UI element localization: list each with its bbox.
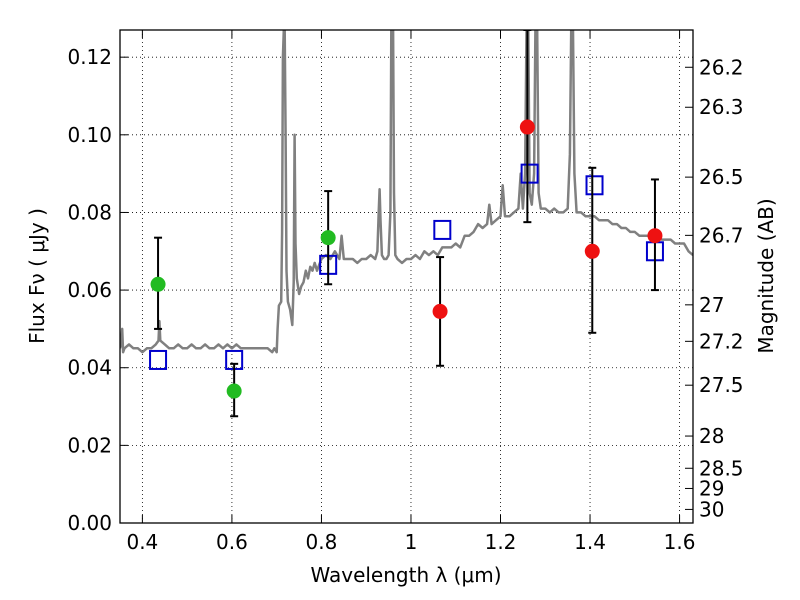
observed-point (226, 383, 242, 399)
spectrum-line (120, 30, 693, 354)
y-tick-label: 0.02 (67, 433, 112, 457)
observed-point (647, 228, 663, 244)
model-photometry-point (520, 163, 539, 184)
x-tick-label: 1.6 (664, 530, 696, 554)
x-axis-label: Wavelength λ (μm) (310, 563, 501, 587)
x-tick-label: 0.6 (216, 530, 248, 554)
y2-tick-label: 26.5 (699, 165, 744, 189)
y2-tick-label: 30 (699, 497, 724, 521)
y-tick-label: 0.04 (67, 356, 112, 380)
y2-tick-label: 26.2 (699, 55, 744, 79)
y-axis-label: Flux Fν ( μJy ) (25, 208, 49, 344)
y2-tick-label: 27.5 (699, 373, 744, 397)
model-photometry-point (585, 175, 604, 196)
y-tick-label: 0.08 (67, 200, 112, 224)
observed-point (584, 243, 600, 259)
x-tick-label: 0.4 (126, 530, 158, 554)
y2-tick-label: 26.7 (699, 223, 744, 247)
observed-point (519, 119, 535, 135)
y2-tick-label: 28 (699, 424, 724, 448)
model-photometry-point (433, 219, 452, 240)
y2-tick-label: 28.5 (699, 456, 744, 480)
x-tick-label: 0.8 (306, 530, 338, 554)
axis-ticks: 0.4 0.6 0.8 1 1.2 1.4 1.6 0.00 0.02 0.04 0.06 0.08 0… (67, 30, 744, 554)
y-tick-label: 0.06 (67, 278, 112, 302)
observed-point (432, 303, 448, 319)
y-tick-label: 0.00 (67, 511, 112, 535)
x-tick-label: 1.2 (485, 530, 517, 554)
observed-point (150, 276, 166, 292)
plot-area (120, 30, 693, 418)
y-tick-label: 0.10 (67, 123, 112, 147)
y2-tick-label: 27.2 (699, 329, 744, 353)
y2-tick-label: 26.3 (699, 95, 744, 119)
y2-tick-label: 29 (699, 476, 724, 500)
y-tick-label: 0.12 (67, 45, 112, 69)
model-photometry-point (149, 349, 168, 370)
x-tick-label: 1 (405, 530, 418, 554)
x-tick-label: 1.4 (574, 530, 606, 554)
plot-frame (119, 29, 694, 524)
y2-axis-label: Magnitude (AB) (754, 198, 778, 353)
observed-point (320, 230, 336, 246)
y2-tick-label: 27 (699, 293, 724, 317)
grid-lines (120, 30, 693, 524)
